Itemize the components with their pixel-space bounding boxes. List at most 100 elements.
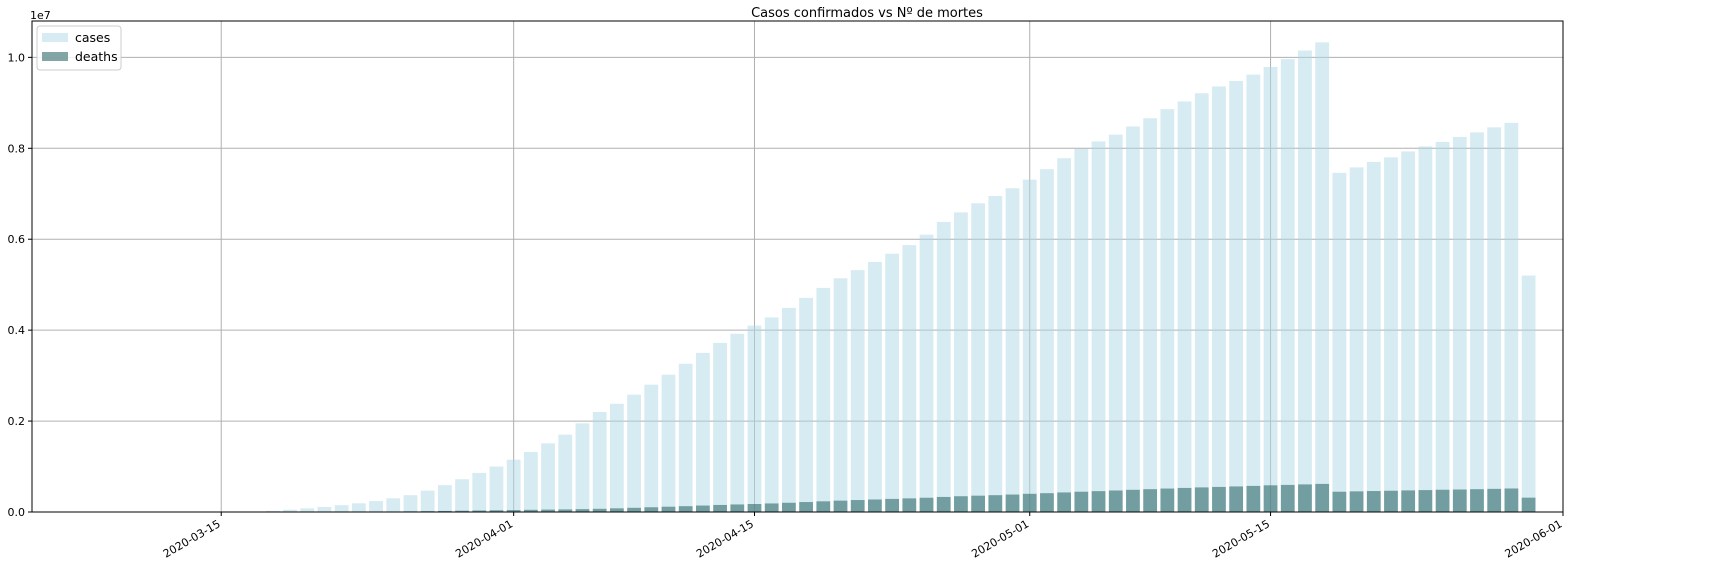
bar-cases bbox=[1212, 86, 1226, 512]
bar-deaths bbox=[936, 496, 951, 512]
bar-deaths bbox=[541, 509, 555, 512]
bar-deaths bbox=[696, 505, 710, 512]
bar-deaths bbox=[1246, 485, 1261, 512]
bar-deaths bbox=[1332, 491, 1347, 512]
y-tick-label: 0.2 bbox=[8, 415, 26, 428]
bar-cases bbox=[334, 505, 349, 512]
bar-cases bbox=[455, 479, 469, 512]
series-cases-bars bbox=[231, 42, 1536, 513]
bar-cases bbox=[1091, 141, 1106, 512]
bar-cases bbox=[816, 287, 831, 512]
bar-cases bbox=[489, 466, 504, 512]
bar-deaths bbox=[971, 495, 986, 512]
bar-cases bbox=[472, 472, 487, 512]
bar-cases bbox=[644, 384, 659, 512]
bar-deaths bbox=[592, 508, 607, 512]
bar-cases bbox=[1366, 161, 1381, 512]
bar-deaths bbox=[455, 510, 469, 512]
bar-cases bbox=[936, 221, 951, 512]
bar-cases bbox=[764, 317, 779, 512]
bar-cases bbox=[988, 196, 1003, 512]
bar-cases bbox=[523, 451, 538, 512]
bar-cases bbox=[609, 403, 624, 512]
bar-cases bbox=[747, 325, 762, 512]
bar-deaths bbox=[1487, 488, 1502, 512]
bar-cases bbox=[1315, 42, 1330, 513]
bar-deaths bbox=[1435, 489, 1450, 512]
bar-cases bbox=[696, 352, 710, 512]
bar-deaths bbox=[1212, 486, 1226, 512]
bar-cases bbox=[1126, 126, 1140, 513]
bar-deaths bbox=[489, 510, 504, 512]
bar-deaths bbox=[1401, 490, 1416, 512]
bar-deaths bbox=[1263, 485, 1278, 512]
bar-cases bbox=[403, 495, 418, 512]
bar-deaths bbox=[661, 506, 676, 512]
bar-cases bbox=[627, 394, 641, 512]
bar-deaths bbox=[713, 504, 727, 512]
bar-deaths bbox=[558, 509, 573, 512]
bar-cases bbox=[1349, 167, 1364, 512]
bar-cases bbox=[386, 498, 401, 512]
bar-deaths bbox=[868, 499, 882, 512]
bar-cases bbox=[661, 374, 676, 512]
bar-cases bbox=[971, 203, 986, 512]
bar-deaths bbox=[902, 498, 917, 512]
bar-deaths bbox=[1091, 491, 1106, 512]
bar-cases bbox=[885, 253, 899, 512]
legend-label-deaths: deaths bbox=[75, 49, 118, 64]
bar-deaths bbox=[1280, 484, 1295, 512]
bar-cases bbox=[799, 297, 813, 512]
bar-deaths bbox=[1452, 489, 1467, 512]
y-tick-label: 0.0 bbox=[8, 506, 26, 519]
bar-deaths bbox=[1298, 484, 1312, 512]
bar-cases bbox=[1384, 157, 1398, 512]
y-tick-label: 1.0 bbox=[8, 51, 26, 64]
bar-deaths bbox=[1143, 489, 1158, 512]
bar-cases bbox=[1040, 169, 1054, 512]
bar-deaths bbox=[575, 509, 590, 512]
bar-deaths bbox=[885, 498, 899, 512]
bar-cases bbox=[1435, 141, 1450, 512]
bar-cases bbox=[1332, 172, 1347, 512]
bar-deaths bbox=[730, 504, 745, 512]
bar-deaths bbox=[816, 501, 831, 512]
bar-cases bbox=[1280, 59, 1295, 512]
x-tick-label: 2020-04-15 bbox=[694, 517, 756, 560]
bar-cases bbox=[868, 261, 882, 512]
bar-deaths bbox=[1349, 491, 1364, 512]
bar-cases bbox=[782, 307, 796, 512]
bar-cases bbox=[1108, 134, 1123, 512]
series-deaths-bars bbox=[248, 483, 1536, 512]
bar-deaths bbox=[1177, 487, 1192, 512]
bar-cases bbox=[1005, 188, 1020, 512]
bar-deaths bbox=[764, 503, 779, 512]
x-tick-label: 2020-06-01 bbox=[1503, 517, 1565, 560]
bar-deaths bbox=[1057, 492, 1072, 512]
bar-cases bbox=[1418, 146, 1433, 512]
bar-cases bbox=[1246, 74, 1261, 512]
bar-cases bbox=[678, 363, 693, 512]
bar-cases bbox=[506, 459, 521, 512]
bar-deaths bbox=[678, 506, 693, 512]
bar-deaths bbox=[799, 502, 813, 512]
plot-frame bbox=[31, 20, 1564, 513]
y-tick-label: 0.6 bbox=[8, 233, 26, 246]
bar-cases bbox=[1452, 136, 1467, 513]
legend-swatch-deaths bbox=[42, 52, 68, 61]
bar-deaths bbox=[1504, 488, 1519, 512]
bar-cases bbox=[1057, 158, 1072, 512]
bar-cases bbox=[1160, 109, 1175, 512]
bar-cases bbox=[265, 510, 280, 512]
x-tick-label: 2020-04-01 bbox=[453, 517, 515, 560]
bar-deaths bbox=[1521, 497, 1536, 512]
x-tick-label: 2020-05-01 bbox=[969, 517, 1031, 560]
bar-deaths bbox=[627, 507, 641, 512]
bar-cases bbox=[575, 423, 590, 512]
bar-deaths bbox=[1022, 493, 1037, 512]
bar-deaths bbox=[1126, 489, 1140, 512]
bar-deaths bbox=[506, 510, 521, 512]
x-axis-ticks: 2020-03-15 2020-04-01 2020-04-15 2020-05-01… bbox=[161, 512, 1565, 561]
bar-cases bbox=[558, 434, 573, 512]
bar-deaths bbox=[1160, 488, 1175, 512]
